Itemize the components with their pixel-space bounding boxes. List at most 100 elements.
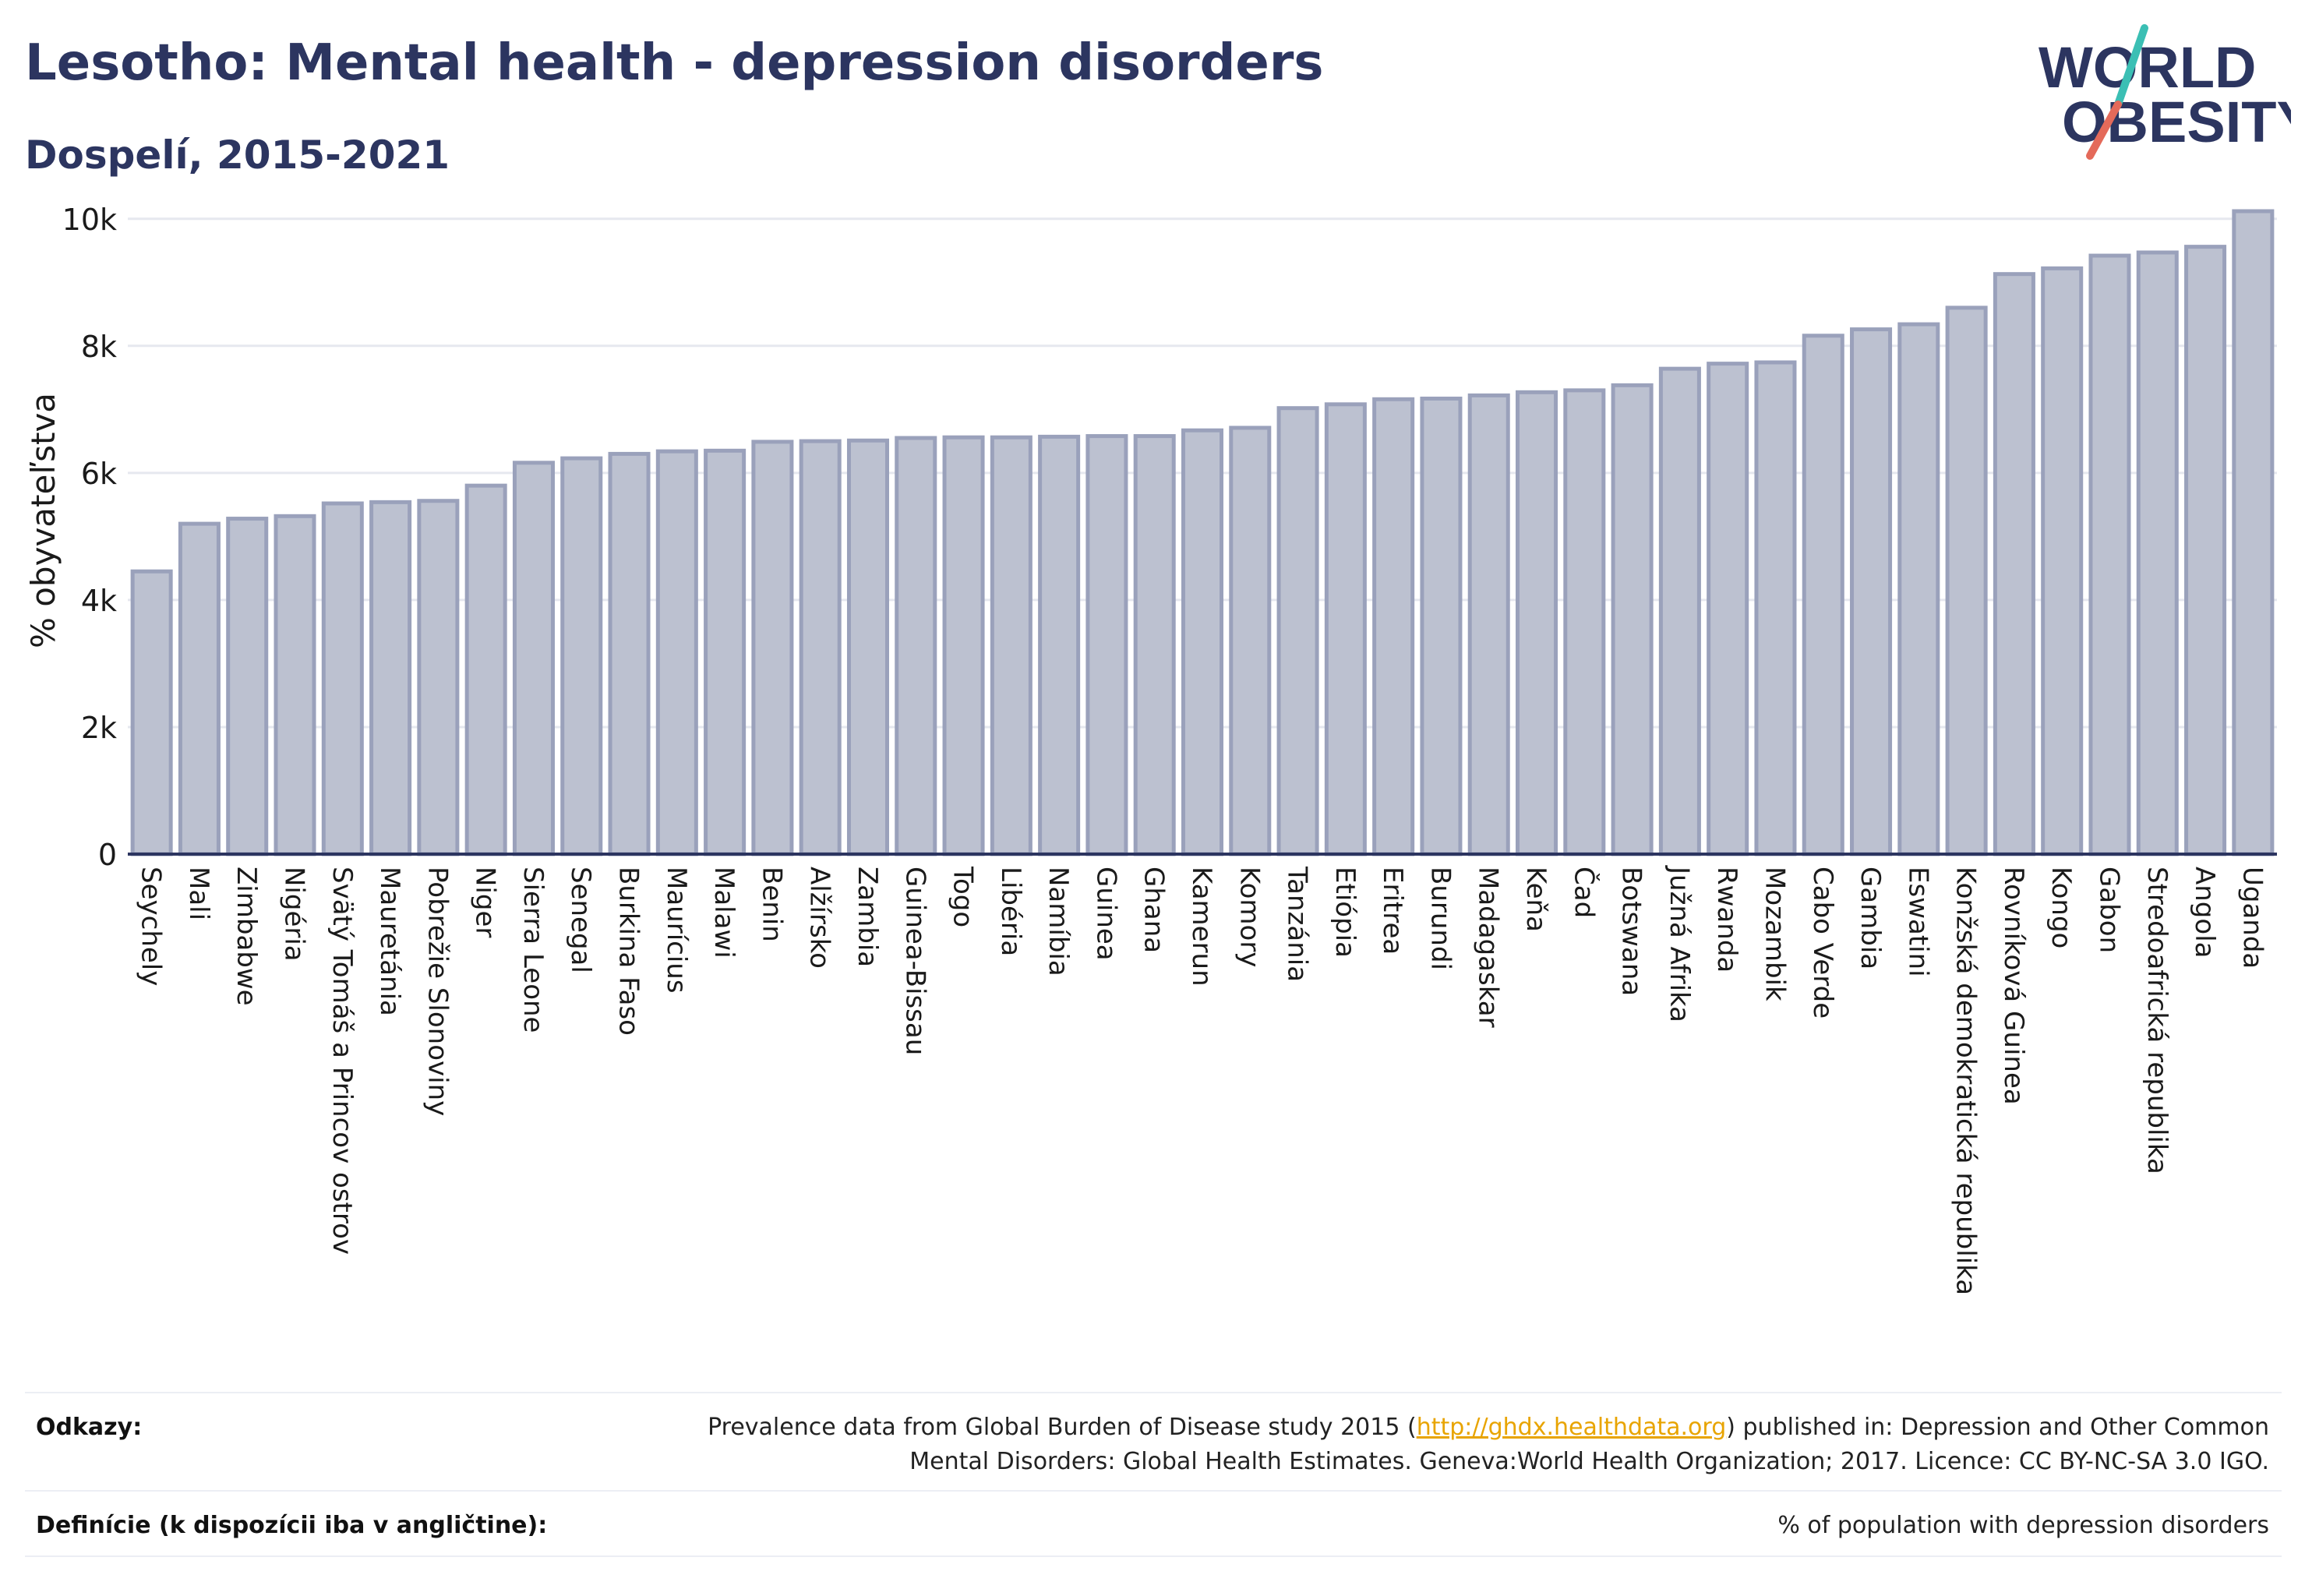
bar [942, 435, 985, 856]
y-tick-label: 0 [98, 838, 117, 872]
x-tick-label: Komory [1234, 867, 1265, 967]
bar [1324, 402, 1367, 856]
x-tick-label: Konžská demokratická republika [1950, 867, 1982, 1295]
bar [608, 451, 651, 856]
references-label: Odkazy: [36, 1414, 143, 1441]
x-tick-label: Burkina Faso [613, 867, 644, 1036]
x-tick-label: Madagaskar [1473, 867, 1504, 1028]
references-text: Prevalence data from Global Burden of Di… [633, 1411, 2269, 1479]
x-tick-label: Niger [470, 867, 501, 937]
x-tick-label: Zambia [852, 867, 883, 967]
x-tick-label: Etiópia [1329, 867, 1361, 958]
bar [417, 499, 460, 856]
y-tick-label: 6k [81, 457, 117, 491]
x-tick-label: Mali [183, 867, 214, 920]
x-tick-label: Angola [2189, 867, 2220, 958]
x-tick-label: Togo [948, 866, 979, 927]
x-tick-label: Eritrea [1377, 867, 1408, 955]
bar [130, 569, 173, 856]
bar [560, 456, 603, 856]
bar [274, 514, 316, 856]
x-tick-label: Libéria [995, 867, 1026, 956]
x-tick-label: Kamerun [1186, 867, 1217, 987]
bar [1372, 397, 1415, 856]
bar [2136, 250, 2179, 856]
bar [1658, 366, 1701, 856]
definitions-text: % of population with depression disorder… [1777, 1512, 2269, 1539]
x-tick-label: Kongo [2046, 867, 2077, 948]
bar [1467, 393, 1510, 856]
bar [1181, 428, 1224, 856]
x-tick-label: Mozambik [1759, 867, 1790, 1001]
x-tick-label: Burundi [1424, 867, 1456, 970]
bar [1038, 434, 1081, 856]
y-tick-label: 10k [62, 203, 117, 237]
bar [799, 439, 842, 856]
bar [512, 461, 555, 856]
logo-slash-red [2086, 101, 2122, 160]
x-tick-label: Benin [756, 867, 787, 942]
bar [178, 521, 221, 856]
x-tick-label: Rwanda [1711, 867, 1742, 973]
x-tick-label: Tanzánia [1282, 866, 1313, 982]
bar [464, 483, 507, 856]
x-tick-label: Malawi [708, 867, 740, 959]
y-axis-title: % obyvateľstva [24, 393, 62, 648]
bar [846, 438, 889, 856]
y-tick-label: 8k [81, 330, 117, 364]
x-tick-label: Uganda [2236, 867, 2268, 969]
bar [2088, 253, 2131, 856]
bar [751, 440, 794, 856]
bar [1085, 434, 1128, 856]
bar [1993, 272, 2035, 856]
bar [655, 449, 698, 856]
chart-title: Lesotho: Mental health - depression diso… [25, 34, 1324, 92]
references-link[interactable]: http://ghdx.healthdata.org [1416, 1414, 1727, 1441]
bar [1516, 390, 1558, 856]
bar [2232, 209, 2275, 856]
x-tick-label: Senegal [565, 867, 596, 973]
x-tick-label: Gabon [2093, 867, 2124, 953]
bar [1420, 396, 1463, 856]
bar [1133, 434, 1176, 856]
bar [1563, 388, 1606, 856]
x-tick-label: Čad [1568, 867, 1600, 918]
bar [1897, 322, 1940, 856]
bar [321, 501, 364, 856]
x-tick-label: Alžírsko [804, 867, 835, 969]
x-tick-label: Keňa [1520, 867, 1551, 932]
footer-divider-middle [25, 1490, 2282, 1492]
x-tick-label: Maurícius [661, 867, 692, 994]
x-tick-label: Botswana [1616, 867, 1647, 996]
x-tick-label: Pobrežie Slonoviny [422, 867, 453, 1116]
bar [895, 436, 937, 856]
bar [2184, 245, 2227, 856]
x-tick-label: Eswatini [1902, 867, 1933, 977]
x-tick-label: Guinea [1090, 867, 1121, 961]
x-tick-label: Gambia [1855, 867, 1886, 969]
x-tick-label: Ghana [1138, 867, 1170, 953]
bar [1945, 305, 1988, 856]
x-tick-label: Cabo Verde [1807, 867, 1838, 1019]
x-tick-label: Mauretánia [374, 867, 405, 1016]
footer-divider-top [25, 1392, 2282, 1393]
logo-slash-teal [2114, 24, 2148, 108]
x-tick-label: Sierra Leone [517, 867, 549, 1033]
bar [704, 448, 747, 856]
x-tick-label: Guinea-Bissau [899, 867, 930, 1055]
bar [1276, 406, 1319, 856]
y-tick-label: 4k [81, 584, 117, 618]
logo-text-world: WORLD [2038, 35, 2257, 100]
x-tick-label: Rovníková Guinea [1998, 867, 2029, 1105]
bar [1802, 334, 1844, 856]
definitions-label: Definície (k dispozícii iba v angličtine… [36, 1512, 548, 1539]
bar [1229, 425, 1272, 856]
references-text-after: ) published in: Depression and Other Com… [909, 1414, 2269, 1475]
x-tick-label: Svätý Tomáš a Princov ostrov [327, 867, 358, 1255]
references-text-before: Prevalence data from Global Burden of Di… [708, 1414, 1417, 1441]
bar [1707, 362, 1749, 856]
bar [1611, 383, 1654, 856]
x-tick-label: Južná Afrika [1664, 865, 1695, 1022]
bar [369, 500, 412, 856]
bar [226, 517, 269, 856]
